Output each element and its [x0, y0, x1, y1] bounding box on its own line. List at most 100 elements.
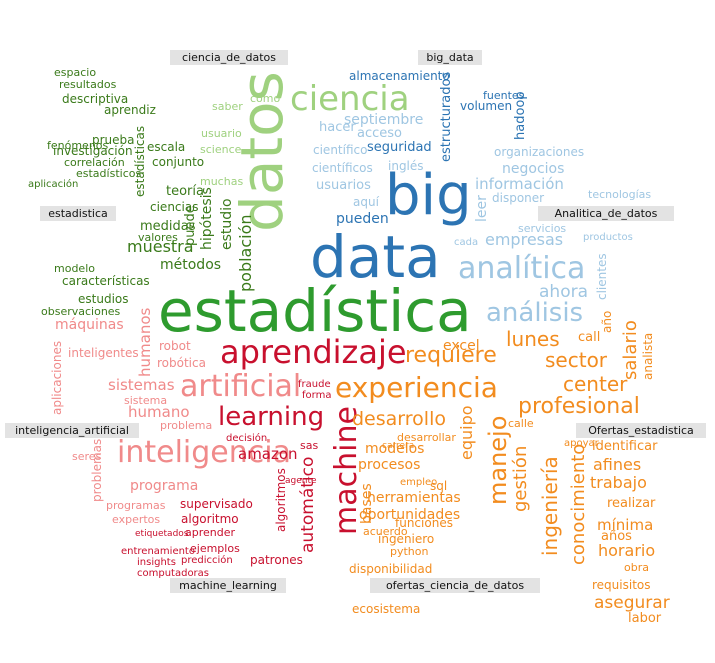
cloud-word: funciones	[395, 516, 453, 530]
label-estadistica: estadistica	[40, 206, 116, 221]
cloud-word: estudios	[78, 292, 129, 306]
cloud-word: agente	[285, 476, 317, 486]
cloud-word: descriptiva	[62, 92, 129, 106]
cloud-word: aplicación	[28, 179, 79, 190]
cloud-word: aprender	[185, 526, 236, 539]
cloud-word: muchas	[200, 175, 244, 188]
cloud-word: métodos	[160, 257, 222, 273]
cloud-word: gestión	[510, 445, 531, 512]
cloud-word: computadoras	[137, 568, 210, 579]
label-analitica-de-datos: Analitica_de_datos	[538, 206, 674, 221]
cloud-word: septiembre	[344, 112, 424, 128]
cloud-word: realizar	[607, 496, 656, 511]
label-ofertas-ciencia-de-datos: ofertas_ciencia_de_datos	[370, 578, 540, 593]
cloud-word: medidas	[140, 219, 196, 234]
cloud-word: automático	[298, 456, 318, 553]
cloud-word: resultados	[59, 78, 117, 91]
cloud-word: lunes	[506, 327, 560, 351]
cloud-word: almacenamiento	[349, 69, 450, 83]
cloud-word: mínima	[597, 516, 654, 534]
label-ciencia-de-datos: ciencia_de_datos	[170, 50, 288, 65]
cloud-word: learning	[218, 402, 325, 432]
cloud-word: fraude	[298, 379, 331, 390]
cloud-word: año	[600, 310, 614, 333]
cloud-word: ingeniero	[378, 532, 435, 546]
cloud-word: manejo	[484, 415, 512, 505]
cloud-word: estructurados	[439, 71, 454, 162]
cloud-word: experiencia	[335, 371, 498, 404]
cloud-word: ingeniería	[538, 456, 562, 556]
cloud-word: asegurar	[594, 593, 670, 613]
cloud-word: apoyar	[564, 438, 599, 449]
cloud-word: excel	[443, 338, 480, 354]
cloud-word: clientes	[595, 253, 609, 300]
cloud-word: expertos	[112, 513, 161, 526]
cloud-word: negocios	[502, 161, 565, 177]
label-big-data: big_data	[418, 50, 482, 65]
cloud-word: requiere	[405, 343, 497, 368]
cloud-word: salario	[620, 320, 641, 380]
cloud-word: procesos	[358, 457, 421, 473]
cloud-word: entrenamiento	[121, 546, 195, 557]
cloud-word: población	[236, 214, 255, 292]
cloud-word: labor	[628, 611, 662, 626]
cloud-word: ciencia	[290, 79, 410, 119]
cloud-word: empresas	[485, 230, 564, 249]
cloud-word: máquinas	[55, 317, 124, 333]
cloud-word: pueden	[336, 211, 389, 227]
cloud-word: hacer	[319, 120, 356, 135]
cloud-word: ciencias	[150, 200, 199, 214]
cloud-word: tecnologías	[588, 188, 652, 201]
cloud-word: aprendizaje	[220, 333, 407, 371]
cloud-word: sistema	[124, 394, 168, 407]
cloud-word: científicos	[312, 161, 373, 175]
cloud-word: disponer	[492, 191, 545, 205]
cloud-word: robot	[159, 339, 191, 353]
cloud-word: problema	[160, 419, 213, 432]
cloud-word: teoría	[166, 184, 204, 199]
cloud-word: aprendiz	[104, 103, 156, 117]
cloud-word: artificial	[180, 369, 302, 404]
cloud-word: estadística	[158, 277, 472, 345]
cloud-word: conjunto	[152, 155, 205, 169]
cloud-word: oportunidades	[359, 507, 461, 523]
cloud-word: forma	[302, 390, 332, 401]
cloud-word: productos	[583, 232, 633, 243]
cloud-word: inglés	[388, 159, 424, 173]
cloud-word: cómo	[250, 92, 281, 105]
cloud-word: estudio	[219, 198, 235, 250]
cloud-word: escala	[147, 140, 186, 154]
cloud-word: sql	[430, 479, 448, 493]
cloud-word: seres	[72, 450, 102, 463]
cloud-word: trabajo	[590, 473, 647, 492]
cloud-word: años	[601, 529, 632, 544]
cloud-word: amazon	[238, 445, 298, 463]
cloud-word: observaciones	[41, 305, 121, 318]
cloud-word: etiquetados	[135, 529, 189, 539]
cloud-word: big	[385, 163, 472, 228]
cloud-word: supervisado	[180, 497, 253, 511]
cloud-word: programa	[130, 478, 199, 494]
cloud-word: obra	[624, 561, 649, 574]
cloud-word: disponibilidad	[349, 562, 433, 576]
cloud-word: valores	[138, 231, 178, 244]
cloud-word: acceso	[357, 126, 402, 141]
cloud-word: modelos	[365, 441, 425, 457]
cloud-word: usuario	[201, 127, 242, 140]
cloud-word: carrera	[382, 441, 415, 451]
cloud-word: science	[200, 143, 242, 156]
cloud-word: patrones	[250, 553, 303, 567]
cloud-word: seguridad	[367, 140, 432, 155]
cloud-word: calle	[508, 417, 534, 430]
label-ofertas-estadistica: Ofertas_estadistica	[576, 423, 706, 438]
cloud-word: ahora	[539, 282, 588, 302]
cloud-word: sas	[300, 439, 319, 452]
cloud-word: fuentes	[483, 89, 525, 102]
cloud-word: acuerdo	[363, 525, 408, 538]
cloud-word: organizaciones	[494, 145, 585, 159]
cloud-word: data	[310, 223, 441, 291]
cloud-word: afines	[593, 455, 642, 474]
cloud-word: predicción	[181, 555, 233, 566]
cloud-word: volumen	[460, 99, 513, 113]
